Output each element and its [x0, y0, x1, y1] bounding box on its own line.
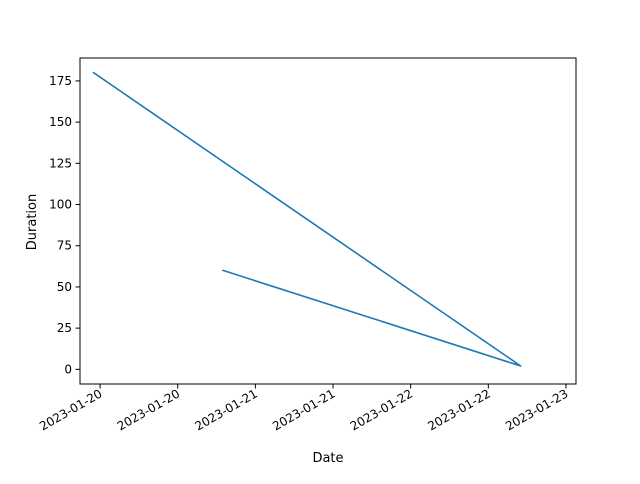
y-tick-label: 175: [49, 74, 72, 88]
y-tick-label: 0: [64, 362, 72, 376]
axes-frame: [79, 57, 577, 385]
y-tick-label: 25: [57, 321, 72, 335]
y-tick-label: 125: [49, 156, 72, 170]
y-tick-label: 100: [49, 198, 72, 212]
x-axis-label: Date: [312, 451, 343, 466]
y-tick-label: 50: [57, 280, 72, 294]
series-line-0: [92, 71, 522, 367]
y-axis-label: Duration: [25, 194, 40, 250]
y-tick-label: 75: [57, 239, 72, 253]
y-tick-label: 150: [49, 115, 72, 129]
